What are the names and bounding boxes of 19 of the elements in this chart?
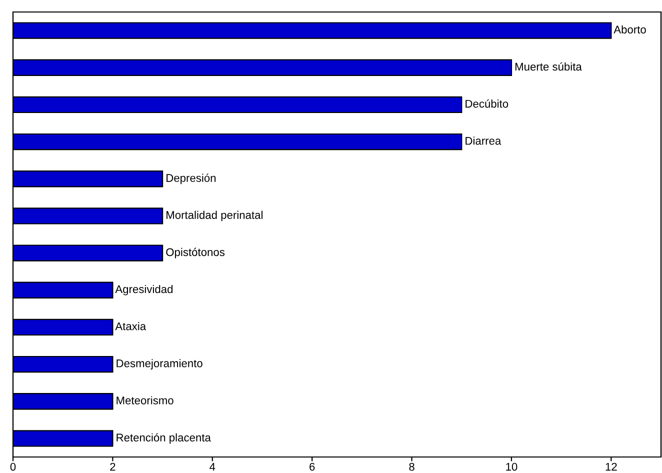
y-tick-label: Retención placenta bbox=[116, 433, 211, 444]
y-tick-label: Diarrea bbox=[466, 136, 502, 145]
y-tick-label: Meteorismo bbox=[116, 396, 174, 404]
y-tick-label: Aborto bbox=[614, 25, 646, 34]
y-tick-label: Opistótonos bbox=[166, 248, 225, 258]
x-tick-label: 8 bbox=[409, 462, 414, 471]
y-tick-label: Decúbito bbox=[466, 99, 508, 108]
x-tick-label: 6 bbox=[310, 462, 315, 471]
y-tick-label: Depresión bbox=[166, 174, 216, 184]
y-tick-label: Muerte súbita bbox=[515, 62, 582, 71]
x-tick-label: 4 bbox=[210, 462, 216, 471]
y-tick-label: Desmejoramiento bbox=[116, 359, 202, 370]
y-tick-label: Agresividad bbox=[115, 284, 173, 296]
x-tick-label: 0 bbox=[10, 462, 16, 471]
x-tick-label: 12 bbox=[606, 462, 617, 471]
y-tick-label: Ataxia bbox=[115, 322, 146, 330]
x-tick-label: 2 bbox=[110, 462, 116, 471]
y-tick-label: Mortalidad perinatal bbox=[166, 210, 262, 222]
x-tick-label: 10 bbox=[506, 462, 518, 471]
